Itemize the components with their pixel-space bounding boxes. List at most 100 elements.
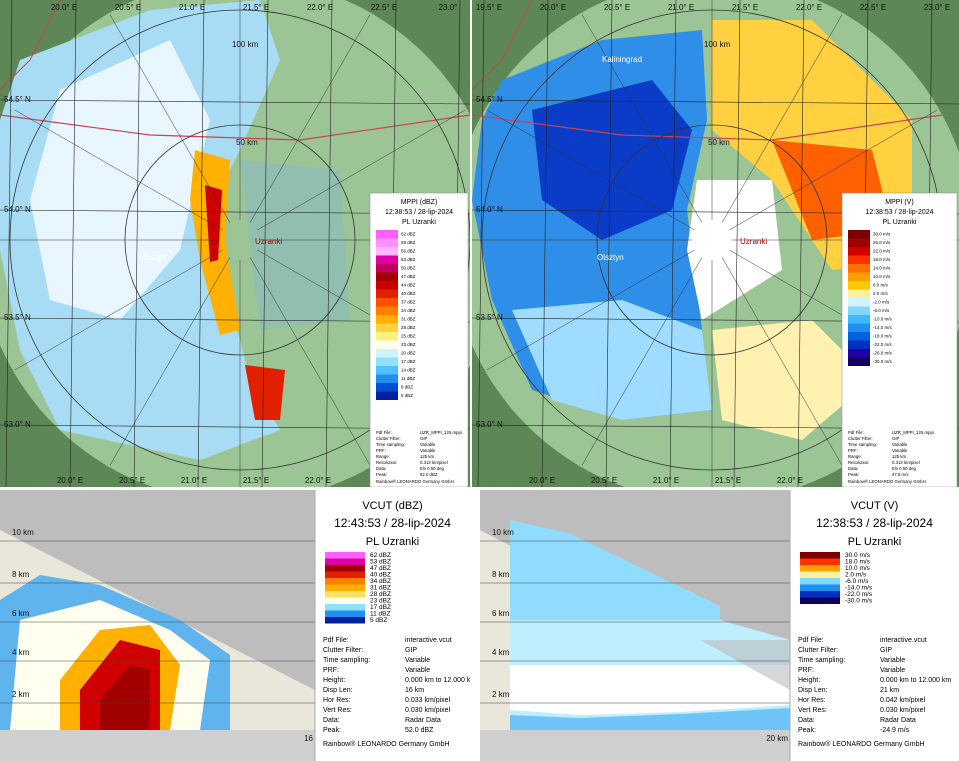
info-key: Hor Res: xyxy=(798,697,826,704)
legend-swatch xyxy=(325,558,365,565)
lon-label: 21.5° E xyxy=(732,3,758,12)
info-key: Resolution: xyxy=(848,460,870,465)
info-key: Pdf File: xyxy=(848,430,864,435)
border-line xyxy=(472,0,533,91)
info-key: Data: xyxy=(848,466,858,471)
velocity-inbound-strong xyxy=(532,80,692,240)
legend-label: 47 dBZ xyxy=(401,274,416,279)
legend-swatch xyxy=(376,306,398,315)
legend-time: 12:38:53 / 28-lip-2024 xyxy=(865,209,933,216)
graticule-lon xyxy=(477,0,485,487)
legend-label: 31 dBZ xyxy=(401,316,416,321)
legend-label: 50 dBZ xyxy=(401,265,416,270)
info-value: 0.042 km/pixel xyxy=(880,697,926,704)
graticule-lat xyxy=(0,99,470,105)
info-value: 21 km xyxy=(880,687,899,694)
legend-label: 34 dBZ xyxy=(401,308,416,313)
legend-swatch xyxy=(325,610,365,617)
legend-swatch xyxy=(376,349,398,358)
legend-label: 8 dBZ xyxy=(401,384,413,389)
lon-label: 19.5° E xyxy=(476,3,502,12)
beam-blocked xyxy=(480,490,790,640)
info-key: Hor Res: xyxy=(323,697,351,704)
legend-swatch xyxy=(800,591,840,598)
legend-swatch xyxy=(325,584,365,591)
info-value: 0.030 km/pixel xyxy=(405,707,451,714)
legend-label: 62 dBZ xyxy=(370,552,391,559)
footer: Rainbow® LEONARDO Germany GmbH xyxy=(323,740,450,748)
lon-label: 20.0° E xyxy=(51,3,77,12)
lon-label: 22.0° E xyxy=(796,3,822,12)
lon-label: 21.0° E xyxy=(668,3,694,12)
legend-swatch xyxy=(848,255,870,264)
height-label: 4 km xyxy=(12,648,30,657)
info-value: 0.000 km to 12.000 km xyxy=(405,677,476,684)
info-value: Variable xyxy=(892,448,908,453)
legend-title: VCUT (V) xyxy=(851,500,898,512)
ground-band xyxy=(480,730,790,761)
height-label: 2 km xyxy=(12,690,30,699)
lat-label: 54.5° N xyxy=(476,95,503,104)
info-key: Data: xyxy=(323,717,340,724)
info-value: Variable xyxy=(420,442,436,447)
graticule-lon xyxy=(797,0,805,487)
beam-blocked xyxy=(700,640,790,690)
legend-label: 6.0 m/s xyxy=(873,282,889,287)
height-label: 6 km xyxy=(12,609,30,618)
legend-label: -2.0 m/s xyxy=(873,299,890,304)
info-key: Vert Res: xyxy=(323,707,352,714)
info-value: 0.030 km/pixel xyxy=(880,707,926,714)
legend-swatch xyxy=(848,357,870,366)
info-value: UZR_MPPI_125.mppi xyxy=(892,430,934,435)
height-label: 8 km xyxy=(492,570,510,579)
graticule-lon xyxy=(605,0,613,487)
info-key: Pdf File: xyxy=(323,637,349,644)
legend-label: 30.0 m/s xyxy=(873,231,891,236)
velocity-outbound-light xyxy=(712,320,872,440)
info-value: 52.0 dBZ xyxy=(405,727,434,734)
legend-swatch xyxy=(376,332,398,341)
radial-line xyxy=(729,109,938,231)
legend-box xyxy=(790,490,959,761)
info-key: Height: xyxy=(798,677,820,684)
radial-line xyxy=(257,109,466,231)
legend-swatch xyxy=(848,281,870,290)
info-key: Data: xyxy=(798,717,815,724)
legend-swatch xyxy=(848,247,870,256)
height-label: 4 km xyxy=(492,648,510,657)
panel: 19.5° E 20.0° E 20.5° E 21.0° E 21.5° E 22.0°… xyxy=(472,0,959,487)
info-key: PRF: xyxy=(376,448,386,453)
legend-swatch xyxy=(848,349,870,358)
legend-label: 28 dBZ xyxy=(401,325,416,330)
legend-label: 17 dBZ xyxy=(401,359,416,364)
border-line xyxy=(472,114,943,141)
legend-station: PL Uzranki xyxy=(848,536,901,548)
lat-label: 54.5° N xyxy=(4,95,31,104)
info-value: GIP xyxy=(420,436,428,441)
legend-label: 56 dBZ xyxy=(401,248,416,253)
legend-time: 12:38:53 / 28-lip-2024 xyxy=(385,209,453,216)
info-value: -24.9 m/s xyxy=(880,727,910,734)
lat-label: 54.0° N xyxy=(4,205,31,214)
radial-line xyxy=(14,249,223,371)
info-value: GIP xyxy=(405,647,417,654)
lon-label: 21.0° E xyxy=(179,3,205,12)
panel: 20.0° E 20.5° E 21.0° E 21.5° E 22.0° E 22.5°… xyxy=(0,0,470,487)
legend-label: 18.0 m/s xyxy=(845,558,871,565)
lat-label: 53.0° N xyxy=(4,420,31,429)
legend-swatch xyxy=(800,552,840,559)
legend-swatch xyxy=(848,298,870,307)
legend-swatch xyxy=(325,552,365,559)
info-value: 0.033 km/pixel xyxy=(405,697,451,704)
legend-label: 26.0 m/s xyxy=(873,240,891,245)
legend-label: -14.0 m/s xyxy=(873,325,893,330)
lon-label: 22.5° E xyxy=(860,3,886,12)
legend-label: 23 dBZ xyxy=(370,597,391,604)
legend-label: 10.0 m/s xyxy=(845,565,871,572)
legend-label: 17 dBZ xyxy=(370,604,391,611)
legend-label: 47 dBZ xyxy=(370,565,391,572)
radial-line xyxy=(109,257,231,466)
legend-label: 5 dBZ xyxy=(370,617,387,624)
legend-swatch xyxy=(376,289,398,298)
